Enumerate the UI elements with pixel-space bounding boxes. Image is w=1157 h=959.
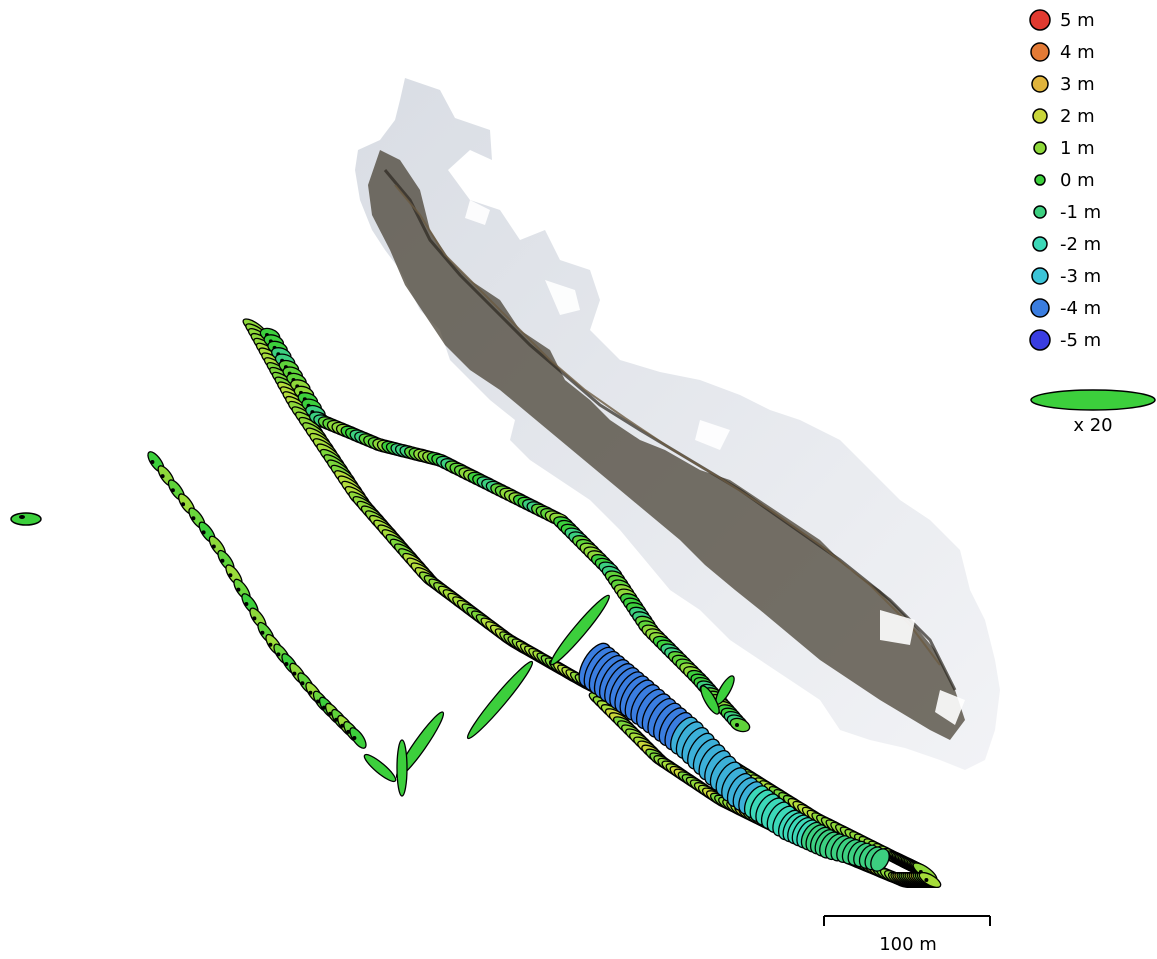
camera-center-dot — [170, 488, 175, 493]
legend-swatch — [1030, 42, 1050, 62]
camera-center-dot — [252, 616, 257, 621]
camera-ellipses-large-error — [578, 642, 890, 872]
legend-label: -3 m — [1060, 266, 1101, 287]
camera-ellipse — [700, 685, 720, 715]
legend-swatch — [1031, 75, 1049, 93]
camera-center-dot — [300, 681, 305, 686]
camera-ellipses-left-strip — [147, 451, 367, 749]
camera-ellipse — [918, 871, 942, 889]
camera-ellipses-cross-lines — [363, 594, 735, 797]
legend-swatch — [1033, 141, 1047, 155]
terrain-rock-highlights-2 — [394, 184, 941, 666]
camera-ellipse — [870, 848, 890, 872]
legend-label: -1 m — [1060, 202, 1101, 223]
legend-label: -2 m — [1060, 234, 1101, 255]
legend-swatch — [1032, 236, 1048, 252]
camera-center-dot — [276, 652, 281, 657]
legend-swatch — [1032, 108, 1048, 124]
ellipse-scale-indicator: x 20 — [1030, 389, 1156, 436]
camera-center-dot — [181, 502, 186, 507]
camera-center-dot — [340, 723, 345, 728]
legend-swatch — [1034, 174, 1046, 186]
terrain-rock-band — [368, 150, 965, 740]
legend-label: -4 m — [1060, 298, 1101, 319]
camera-center-dot — [268, 642, 273, 647]
camera-center-dot — [346, 729, 351, 734]
camera-center-dot — [284, 662, 289, 666]
legend-swatch — [1029, 329, 1051, 351]
camera-ellipse-isolated — [10, 512, 42, 526]
camera-center-dot — [228, 573, 233, 578]
camera-center-dot — [220, 558, 225, 563]
camera-center-dot — [328, 711, 333, 716]
ellipse-scale-sample — [1030, 389, 1156, 411]
legend-label: 2 m — [1060, 106, 1095, 127]
camera-ellipse — [349, 727, 367, 749]
camera-center-dot — [236, 587, 241, 592]
legend-label: 3 m — [1060, 74, 1095, 95]
camera-center-dot — [191, 516, 196, 521]
camera-center-dot — [315, 699, 320, 704]
legend-label: 5 m — [1060, 10, 1095, 31]
ellipse-scale-label: x 20 — [1073, 415, 1112, 436]
camera-ellipse — [466, 660, 534, 740]
camera-center-dot — [292, 671, 297, 676]
camera-center-dot — [150, 460, 155, 464]
camera-ellipse — [729, 717, 751, 733]
legend-label: 0 m — [1060, 170, 1095, 191]
camera-center-dot — [201, 530, 206, 535]
legend-label: 1 m — [1060, 138, 1095, 159]
camera-center-dot — [924, 878, 929, 882]
camera-ellipse — [396, 739, 408, 797]
legend-swatch — [1029, 9, 1051, 31]
camera-center-dot — [244, 602, 249, 606]
legend-swatch — [1030, 298, 1050, 318]
error-legend: 5 m 4 m 3 m 2 m 1 m 0 m -1 m -2 m -3 m -4 m -5 m — [1029, 9, 1101, 351]
legend-swatch — [1031, 267, 1049, 285]
camera-center-dot — [211, 544, 216, 549]
legend-swatch — [1033, 205, 1047, 219]
camera-ellipse — [363, 753, 397, 783]
scale-bar: 100 m — [823, 915, 991, 955]
camera-center-dot — [322, 705, 326, 710]
camera-center-dot — [735, 723, 739, 727]
orthomosaic-terrain — [355, 78, 1000, 770]
camera-center-dot — [260, 630, 265, 635]
scale-bar-label: 100 m — [879, 934, 937, 955]
camera-center-dot — [352, 736, 357, 740]
camera-ellipse — [550, 594, 610, 666]
legend-label: -5 m — [1060, 330, 1101, 351]
camera-center-dot — [308, 690, 313, 695]
camera-center-dot — [160, 474, 165, 479]
legend-label: 4 m — [1060, 42, 1095, 63]
